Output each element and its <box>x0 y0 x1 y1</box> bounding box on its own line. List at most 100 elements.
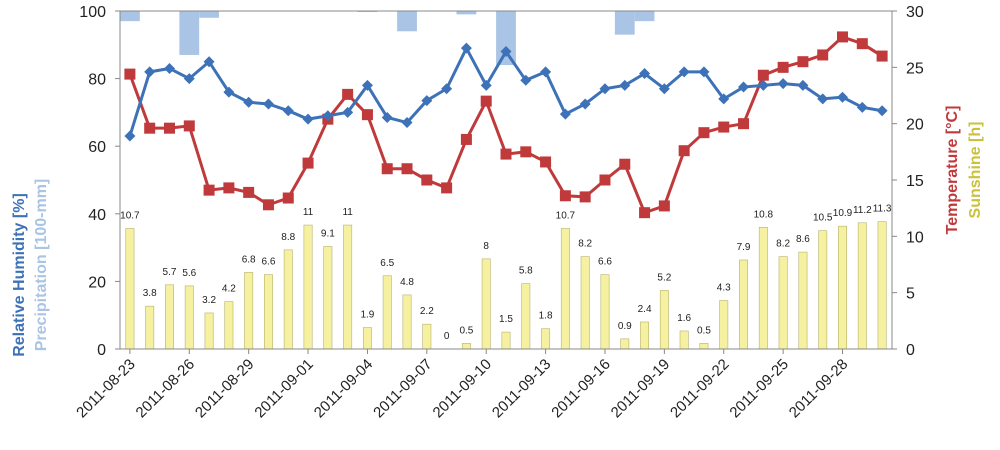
sunshine-bar <box>560 228 570 350</box>
sunshine-bar <box>739 259 748 350</box>
x-tick-label: 2011-09-19 <box>608 356 673 421</box>
humidity-marker <box>480 79 492 91</box>
sunshine-value-label: 8.6 <box>796 234 810 245</box>
sunshine-bar <box>224 301 234 350</box>
sunshine-value-label: 5.7 <box>163 267 177 278</box>
humidity-marker <box>619 79 631 91</box>
x-tick-label: 2011-09-16 <box>548 356 613 421</box>
sunshine-bar <box>877 221 887 350</box>
humidity-marker <box>381 111 393 123</box>
humidity-marker <box>243 96 255 108</box>
sunshine-value-label: 5.6 <box>182 268 196 279</box>
sunshine-value-label: 6.8 <box>242 254 256 265</box>
sunshine-value-label: 8.8 <box>281 232 295 243</box>
sunshine-bar <box>600 274 610 350</box>
temperature-marker <box>460 133 472 145</box>
sunshine-value-label: 3.2 <box>202 295 216 306</box>
sunshine-bar <box>580 256 590 350</box>
temperature-marker <box>797 56 809 68</box>
x-tick-label: 2011-09-10 <box>430 356 495 421</box>
humidity-marker <box>262 98 274 110</box>
x-tick-label: 2011-09-22 <box>667 356 732 421</box>
left-tick-label: 100 <box>79 4 106 21</box>
sunshine-bar <box>758 227 768 350</box>
sunshine-value-label: 11.2 <box>853 205 872 216</box>
sunshine-bar <box>422 323 432 350</box>
precipitation-bar <box>179 11 200 55</box>
sunshine-bar <box>778 256 788 350</box>
temperature-marker <box>262 199 274 211</box>
precipitation-bar <box>120 11 140 22</box>
temperature-marker <box>639 207 651 219</box>
right-tick-label: 20 <box>906 117 924 134</box>
sunshine-value-label: 2.2 <box>420 306 434 317</box>
sunshine-bar <box>323 246 333 350</box>
sunshine-bar <box>382 275 392 350</box>
humidity-marker <box>124 130 136 142</box>
humidity-marker <box>163 62 175 74</box>
x-tick-label: 2011-09-13 <box>489 356 554 421</box>
right-tick-label: 30 <box>906 4 924 21</box>
sunshine-value-label: 10.5 <box>813 213 833 224</box>
humidity-marker <box>678 66 690 78</box>
sunshine-value-label: 0 <box>444 331 450 342</box>
humidity-marker <box>282 105 294 117</box>
humidity-marker <box>401 117 413 129</box>
sunshine-value-label: 10.9 <box>833 208 853 219</box>
sunshine-bar <box>461 343 471 350</box>
sunshine-bar <box>184 285 194 350</box>
temperature-marker <box>599 174 611 186</box>
sunshine-bar <box>501 331 511 350</box>
right-axis-title-sunshine: Sunshine [h] <box>967 122 984 219</box>
sunshine-bar <box>838 225 847 350</box>
temperature-marker <box>183 120 195 132</box>
sunshine-value-label: 11 <box>342 207 353 218</box>
humidity-marker <box>203 56 215 68</box>
left-tick-label: 20 <box>88 274 106 291</box>
humidity-series <box>124 42 888 142</box>
humidity-marker <box>322 110 334 122</box>
sunshine-bar <box>481 258 491 350</box>
sunshine-bar <box>204 312 214 350</box>
left-tick-label: 0 <box>97 342 106 359</box>
humidity-marker <box>658 83 670 95</box>
sunshine-value-label: 1.5 <box>499 314 513 325</box>
x-tick-label: 2011-08-23 <box>73 356 138 421</box>
sunshine-bar <box>283 249 293 350</box>
sunshine-value-label: 8 <box>483 241 489 252</box>
sunshine-bar <box>303 224 313 350</box>
temperature-marker <box>361 109 373 121</box>
temperature-marker <box>837 31 849 43</box>
temperature-marker <box>421 174 433 186</box>
sunshine-bar <box>541 328 551 350</box>
sunshine-bar <box>402 294 412 350</box>
sunshine-value-label: 1.8 <box>539 311 553 322</box>
precipitation-bar <box>397 11 417 32</box>
humidity-marker <box>183 73 195 85</box>
sunshine-value-label: 6.6 <box>598 257 612 268</box>
right-tick-label: 15 <box>906 173 924 190</box>
temperature-marker <box>817 49 829 61</box>
humidity-marker <box>144 66 156 78</box>
temperature-marker <box>738 118 750 130</box>
humidity-marker <box>460 42 472 54</box>
temperature-marker <box>540 156 552 168</box>
temperature-marker <box>302 157 314 169</box>
sunshine-value-label: 4.2 <box>222 284 236 295</box>
temperature-marker <box>144 122 156 134</box>
humidity-marker <box>837 91 849 103</box>
temperature-marker <box>876 50 888 62</box>
right-tick-label: 25 <box>906 60 924 77</box>
sunshine-value-label: 1.9 <box>360 310 374 321</box>
precipitation-series <box>120 11 655 66</box>
humidity-marker <box>817 93 829 105</box>
temperature-marker <box>777 61 789 73</box>
x-tick-label: 2011-09-28 <box>786 356 851 421</box>
temperature-marker <box>480 95 492 107</box>
humidity-marker <box>599 83 611 95</box>
humidity-marker <box>738 81 750 93</box>
temperature-marker <box>718 121 730 133</box>
humidity-marker <box>797 79 809 91</box>
temperature-marker <box>243 186 255 198</box>
